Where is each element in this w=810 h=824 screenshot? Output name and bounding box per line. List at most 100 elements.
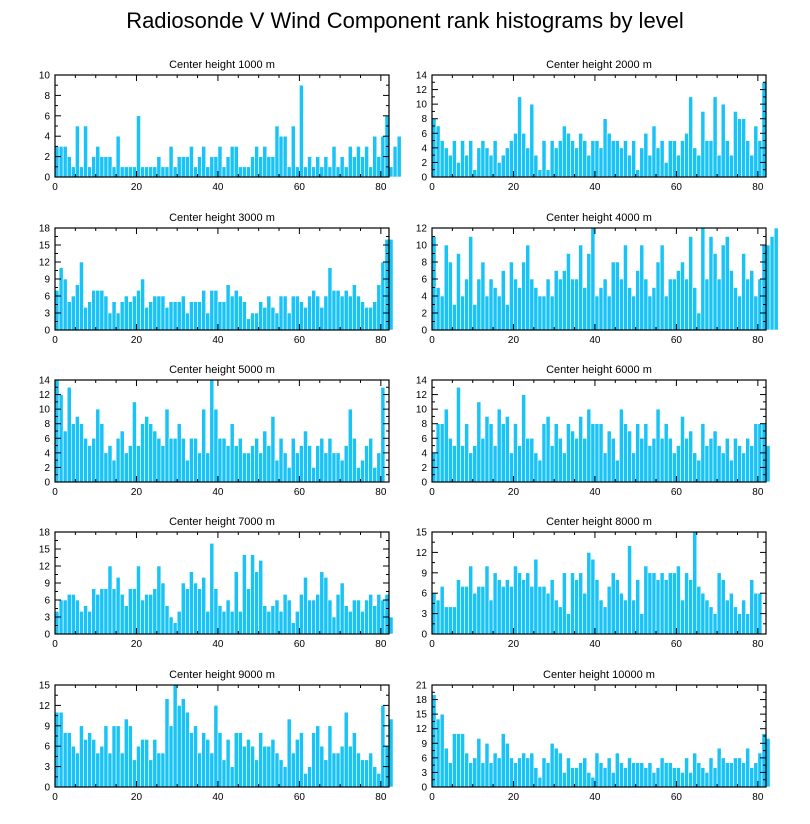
histogram-bar bbox=[712, 767, 718, 788]
histogram-bar bbox=[745, 613, 751, 635]
histogram-bar bbox=[521, 394, 526, 483]
histogram-panel-8: Center height 8000 m 0 20 40 60 80 0 3 6 9 12 15 bbox=[416, 516, 767, 650]
histogram-bar bbox=[517, 757, 522, 788]
histogram-bar bbox=[480, 586, 486, 635]
histogram-bar bbox=[107, 445, 113, 483]
histogram-panel-10: Center height 10000 m 0 20 40 60 80 0 3 6 9 12 15 18… bbox=[416, 669, 771, 803]
histogram-bar bbox=[237, 166, 243, 178]
y-tick-label: 3 bbox=[44, 309, 50, 320]
histogram-bar bbox=[553, 270, 559, 331]
histogram-bar bbox=[533, 767, 539, 788]
histogram-bar bbox=[229, 611, 235, 635]
x-tick-label: 60 bbox=[294, 639, 306, 650]
x-tick-label: 0 bbox=[429, 792, 435, 803]
y-tick-label: 2 bbox=[421, 309, 427, 320]
histogram-bar bbox=[54, 711, 60, 788]
histogram-bar bbox=[246, 318, 251, 331]
histogram-bar bbox=[180, 156, 186, 178]
histogram-bar bbox=[209, 290, 215, 331]
histogram-bar bbox=[716, 278, 722, 331]
histogram-bar bbox=[58, 267, 64, 331]
histogram-bar bbox=[213, 408, 219, 483]
histogram-bar bbox=[627, 757, 632, 788]
histogram-bar bbox=[278, 611, 284, 635]
histogram-bar bbox=[148, 594, 154, 635]
histogram-bar bbox=[773, 227, 779, 331]
histogram-bar bbox=[549, 445, 555, 483]
histogram-bar bbox=[651, 437, 657, 483]
histogram-bar bbox=[468, 762, 474, 788]
histogram-bar bbox=[447, 261, 453, 331]
histogram-bar bbox=[205, 739, 211, 788]
histogram-bar bbox=[225, 284, 231, 331]
histogram-bar bbox=[492, 752, 498, 788]
histogram-bar bbox=[488, 154, 494, 178]
histogram-bar bbox=[488, 278, 494, 331]
histogram-bar bbox=[79, 166, 84, 178]
y-tick-label: 0 bbox=[44, 478, 50, 489]
histogram-bar bbox=[680, 772, 685, 788]
histogram-bar bbox=[75, 752, 80, 788]
histogram-bar bbox=[123, 718, 129, 788]
histogram-bar bbox=[140, 166, 145, 178]
histogram-bar bbox=[99, 423, 105, 483]
histogram-bar bbox=[99, 156, 105, 178]
y-tick-label: 9 bbox=[44, 275, 50, 286]
histogram-bar bbox=[295, 295, 300, 331]
histogram-bar bbox=[643, 278, 649, 331]
histogram-bar bbox=[435, 287, 441, 331]
histogram-bar bbox=[590, 423, 596, 483]
histogram-bar bbox=[282, 594, 288, 635]
histogram-bar bbox=[688, 579, 693, 635]
histogram-bar bbox=[237, 732, 243, 788]
histogram-bar bbox=[352, 599, 357, 635]
panel-title: Center height 3000 m bbox=[169, 212, 275, 224]
histogram-bar bbox=[274, 312, 280, 331]
histogram-bar bbox=[160, 295, 166, 331]
histogram-bar bbox=[144, 166, 149, 178]
y-tick-label: 10 bbox=[39, 405, 51, 416]
histogram-bar bbox=[672, 572, 677, 635]
histogram-bar bbox=[229, 295, 235, 331]
histogram-bar bbox=[87, 445, 92, 483]
histogram-bar bbox=[594, 140, 600, 178]
histogram-bar bbox=[111, 301, 117, 331]
histogram-bar bbox=[87, 732, 92, 788]
y-tick-label: 12 bbox=[39, 701, 51, 712]
histogram-bar bbox=[676, 767, 681, 788]
histogram-bar bbox=[307, 445, 312, 483]
histogram-bar bbox=[360, 459, 365, 483]
histogram-bar bbox=[480, 437, 486, 483]
histogram-bar bbox=[335, 166, 341, 178]
histogram-bar bbox=[189, 571, 194, 635]
histogram-bar bbox=[610, 572, 616, 635]
histogram-bar bbox=[197, 452, 202, 483]
histogram-bar bbox=[62, 599, 68, 635]
histogram-bar bbox=[66, 594, 72, 635]
histogram-bar bbox=[623, 423, 628, 483]
x-tick-label: 80 bbox=[752, 792, 764, 803]
x-tick-label: 20 bbox=[131, 487, 143, 498]
histogram-bar bbox=[156, 156, 162, 178]
histogram-bar bbox=[696, 459, 702, 483]
histogram-bar bbox=[356, 295, 361, 331]
histogram-bar bbox=[221, 166, 227, 178]
histogram-bar bbox=[75, 416, 80, 483]
histogram-bar bbox=[201, 290, 207, 331]
histogram-bar bbox=[229, 146, 235, 178]
histogram-bar bbox=[339, 156, 345, 178]
histogram-bar bbox=[352, 437, 357, 483]
histogram-bar bbox=[712, 96, 718, 178]
histogram-bar bbox=[205, 166, 211, 178]
histogram-bar bbox=[537, 459, 543, 483]
histogram-bar bbox=[119, 752, 125, 788]
histogram-bar bbox=[331, 290, 337, 331]
y-tick-label: 8 bbox=[44, 91, 50, 102]
histogram-bar bbox=[757, 278, 763, 331]
histogram-bar bbox=[189, 301, 194, 331]
histogram-bar bbox=[180, 295, 186, 331]
histogram-bar bbox=[492, 445, 498, 483]
histogram-bar bbox=[103, 588, 109, 635]
x-tick-label: 0 bbox=[429, 335, 435, 346]
y-tick-label: 12 bbox=[416, 724, 428, 735]
